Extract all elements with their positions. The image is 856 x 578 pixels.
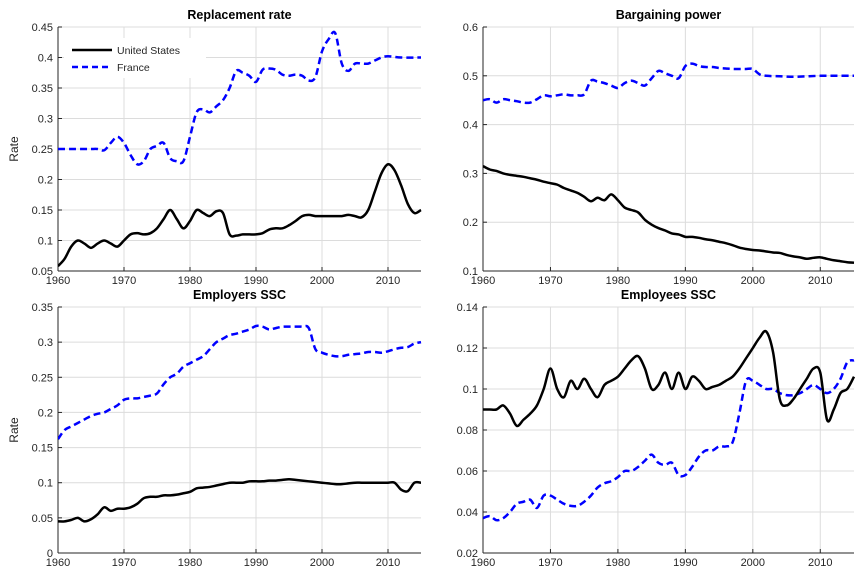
y-tick-label: 0.35 <box>32 302 53 314</box>
series-line-us <box>58 162 422 267</box>
panel-bargaining-power: 1960 1970 1980 1990 2000 2010 0.1 0.2 0.3 0.4 0.5 0… <box>463 8 855 287</box>
plot-area <box>58 307 421 553</box>
panel-title: Employers SSC <box>193 288 286 302</box>
panel-title: Employees SSC <box>621 288 716 302</box>
x-tick-label: 2000 <box>310 557 334 569</box>
x-tick-label: 2000 <box>741 275 765 287</box>
y-tick-label: 0.3 <box>38 337 53 349</box>
x-tick-label: 1990 <box>673 275 697 287</box>
y-tick-label: 0.05 <box>32 266 53 278</box>
y-tick-label: 0.2 <box>463 217 478 229</box>
x-tick-label: 1990 <box>673 557 697 569</box>
series-line-us <box>483 164 855 264</box>
y-tick-label: 0.45 <box>32 22 53 34</box>
x-tick-label: 2000 <box>310 275 334 287</box>
x-tick-label: 1990 <box>244 275 268 287</box>
x-tick-label: 1960 <box>471 557 495 569</box>
x-tick-label: 1980 <box>178 557 202 569</box>
x-tick-label: 1970 <box>538 557 562 569</box>
series-line-france <box>58 324 422 440</box>
panel-title: Bargaining power <box>616 8 722 22</box>
y-tick-label: 0.35 <box>32 83 53 95</box>
y-tick-label: 0.1 <box>463 266 478 278</box>
x-tick-label: 1960 <box>471 275 495 287</box>
y-tick-label: 0.2 <box>38 175 53 187</box>
y-tick-label: 0.4 <box>38 53 53 65</box>
y-tick-label: 0.05 <box>32 513 53 525</box>
y-tick-label: 0.04 <box>457 507 478 519</box>
y-tick-label: 0.25 <box>32 372 53 384</box>
x-tick-label: 2010 <box>808 275 832 287</box>
x-tick-label: 2010 <box>376 557 400 569</box>
y-tick-label: 0.02 <box>457 548 478 560</box>
y-tick-label: 0.2 <box>38 407 53 419</box>
panel-replacement-rate: 1960 1970 1980 1990 2000 2010 0.05 0.1 0.15 0.2 0.… <box>7 8 422 287</box>
plot-area <box>483 27 854 271</box>
y-tick-label: 0.1 <box>38 478 53 490</box>
y-tick-label: 0.06 <box>457 466 478 478</box>
x-tick-label: 1970 <box>112 557 136 569</box>
x-tick-label: 1980 <box>606 557 630 569</box>
legend-box <box>64 38 206 78</box>
y-tick-label: 0.1 <box>38 236 53 248</box>
series-line-france <box>483 62 854 105</box>
y-tick-label: 0.15 <box>32 205 53 217</box>
panel-employers-ssc: 1960 1970 1980 1990 2000 2010 0 0.05 0.1 0.15 0.2 0… <box>7 288 422 569</box>
x-tick-label: 2010 <box>376 275 400 287</box>
x-tick-label: 2010 <box>808 557 832 569</box>
y-tick-label: 0.4 <box>463 120 478 132</box>
y-axis-label: Rate <box>7 136 21 162</box>
y-tick-label: 0.14 <box>457 302 478 314</box>
y-tick-label: 0 <box>47 548 53 560</box>
x-tick-label: 1960 <box>46 557 70 569</box>
x-tick-label: 1970 <box>538 275 562 287</box>
x-tick-label: 1970 <box>112 275 136 287</box>
y-tick-label: 0.3 <box>463 168 478 180</box>
panel-title: Replacement rate <box>187 8 291 22</box>
y-tick-label: 0.1 <box>463 384 478 396</box>
x-tick-label: 1980 <box>606 275 630 287</box>
legend-label-us: United States <box>117 45 180 57</box>
y-tick-label: 0.12 <box>457 343 478 355</box>
x-tick-label: 1990 <box>244 557 268 569</box>
series-line-france <box>483 359 855 522</box>
y-tick-label: 0.25 <box>32 144 53 156</box>
y-tick-label: 0.08 <box>457 425 478 437</box>
series-line-france <box>58 30 422 166</box>
y-tick-label: 0.15 <box>32 443 53 455</box>
series-line-us <box>483 329 856 428</box>
x-tick-label: 2000 <box>741 557 765 569</box>
x-tick-label: 1960 <box>46 275 70 287</box>
panel-employees-ssc: 1960 1970 1980 1990 2000 2010 0.02 0.04 0.06 0.08… <box>457 288 856 569</box>
series-line-us <box>58 477 422 523</box>
y-tick-label: 0.3 <box>38 114 53 126</box>
y-tick-label: 0.5 <box>463 71 478 83</box>
y-axis-label: Rate <box>7 417 21 443</box>
y-tick-label: 0.6 <box>463 22 478 34</box>
x-tick-label: 1980 <box>178 275 202 287</box>
legend-label-france: France <box>117 62 150 74</box>
legend: United States France <box>64 38 206 78</box>
